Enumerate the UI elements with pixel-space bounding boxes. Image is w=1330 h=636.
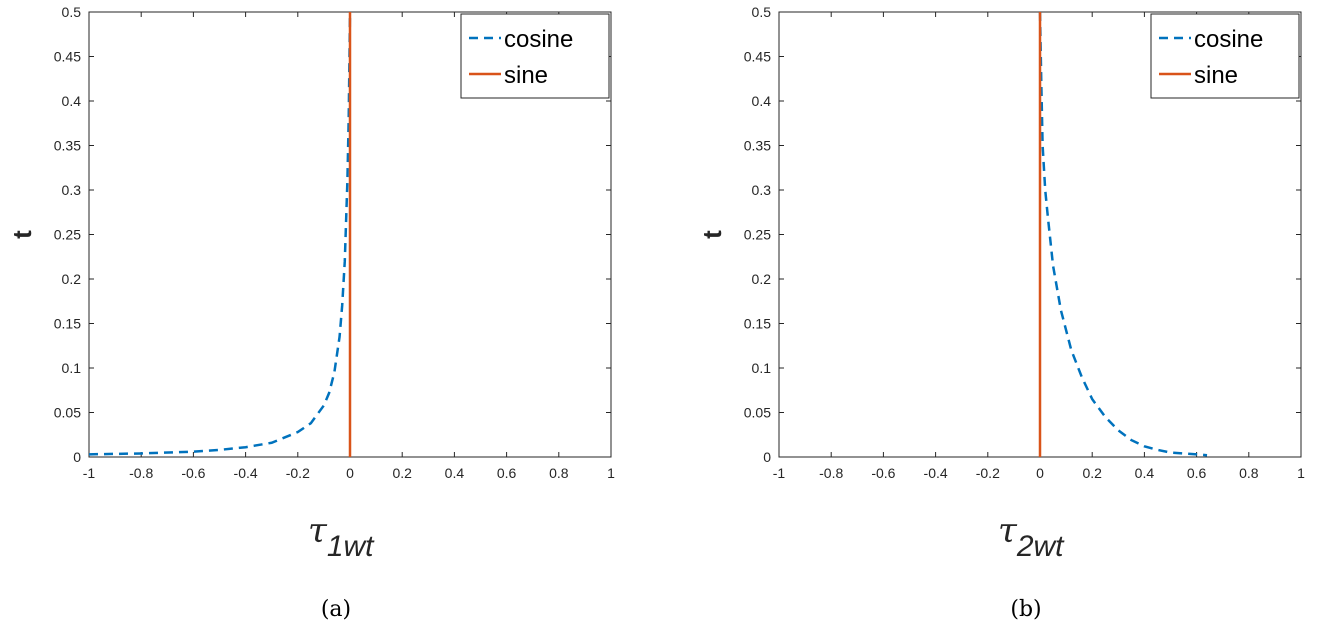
x-tick-label: -0.2: [976, 465, 1000, 481]
legend-label-sine: sine: [1194, 62, 1238, 89]
y-tick-label: 0.45: [54, 49, 81, 65]
y-axis-label: t: [697, 230, 727, 239]
x-tick-label: 1: [607, 465, 615, 481]
legend-box: [1150, 13, 1300, 99]
x-axis-label: τ2wt: [998, 511, 1065, 563]
y-tick-label: 0.4: [752, 93, 772, 109]
legend-box: [460, 13, 610, 99]
panel-caption: (b): [1010, 597, 1041, 622]
chart-panel-b: -1 -0.8 -0.6 -0.4 -0.2 0 0.2 0.4 0.6 0.8 1 0 0.05 0.1…: [697, 4, 1305, 622]
x-tick-label: -0.6: [181, 465, 205, 481]
x-tick-label: 0.4: [445, 465, 465, 481]
legend-label-sine: sine: [504, 62, 548, 89]
y-tick-label: 0.5: [62, 4, 82, 20]
y-axis-label: t: [7, 230, 37, 239]
y-tick-label: 0.45: [744, 49, 771, 65]
x-tick-label: -0.8: [819, 465, 843, 481]
x-axis-label-symbol: τ: [998, 511, 1018, 551]
x-tick-label: -0.6: [871, 465, 895, 481]
x-tick-label: 0: [346, 465, 354, 481]
legend: cosine sine: [460, 13, 610, 99]
series-cosine: [89, 12, 352, 456]
x-tick-label: -1: [83, 465, 96, 481]
x-axis-label: τ1wt: [308, 511, 375, 563]
series-cosine: [1038, 12, 1208, 457]
y-tick-label: 0.5: [752, 4, 772, 20]
x-tick-label: -1: [773, 465, 786, 481]
x-tick-label: 0.2: [392, 465, 412, 481]
y-tick-label: 0.05: [54, 405, 81, 421]
x-axis-label-subscript: 2wt: [1016, 530, 1065, 563]
x-tick-label: 1: [1297, 465, 1305, 481]
y-tick-label: 0.05: [744, 405, 771, 421]
y-tick-label: 0: [763, 449, 771, 465]
y-tick-label: 0.15: [744, 316, 771, 332]
y-tick-label: 0.25: [54, 227, 81, 243]
y-tick-label: 0.35: [54, 138, 81, 154]
y-tick-label: 0.4: [62, 93, 82, 109]
x-tick-label: 0: [1036, 465, 1044, 481]
y-tick-label: 0.1: [62, 360, 82, 376]
x-tick-label: 0.6: [1187, 465, 1207, 481]
x-tick-label: -0.4: [924, 465, 948, 481]
x-tick-label: -0.8: [129, 465, 153, 481]
legend-label-cosine: cosine: [1194, 26, 1263, 53]
x-tick-label: 0.8: [549, 465, 569, 481]
y-tick-label: 0.35: [744, 138, 771, 154]
x-tick-label: 0.4: [1135, 465, 1155, 481]
x-axis-label-symbol: τ: [308, 511, 328, 551]
y-tick-label: 0.3: [62, 182, 82, 198]
legend-label-cosine: cosine: [504, 26, 573, 53]
panel-caption: (a): [321, 597, 351, 622]
y-tick-label: 0.1: [752, 360, 772, 376]
chart-panel-a: -1 -0.8 -0.6 -0.4 -0.2 0 0.2 0.4 0.6 0.8 1 0 0.05 0.1…: [7, 4, 615, 622]
legend: cosine sine: [1150, 13, 1300, 99]
y-tick-label: 0.25: [744, 227, 771, 243]
x-tick-label: 0.2: [1082, 465, 1102, 481]
y-tick-label: 0.2: [62, 271, 82, 287]
y-tick-label: 0.2: [752, 271, 772, 287]
x-axis-label-subscript: 1wt: [327, 530, 375, 563]
x-tick-label: -0.4: [234, 465, 258, 481]
x-tick-label: -0.2: [286, 465, 310, 481]
y-tick-label: 0: [73, 449, 81, 465]
x-tick-label: 0.6: [497, 465, 517, 481]
y-tick-label: 0.3: [752, 182, 772, 198]
x-tick-label: 0.8: [1239, 465, 1259, 481]
y-tick-label: 0.15: [54, 316, 81, 332]
